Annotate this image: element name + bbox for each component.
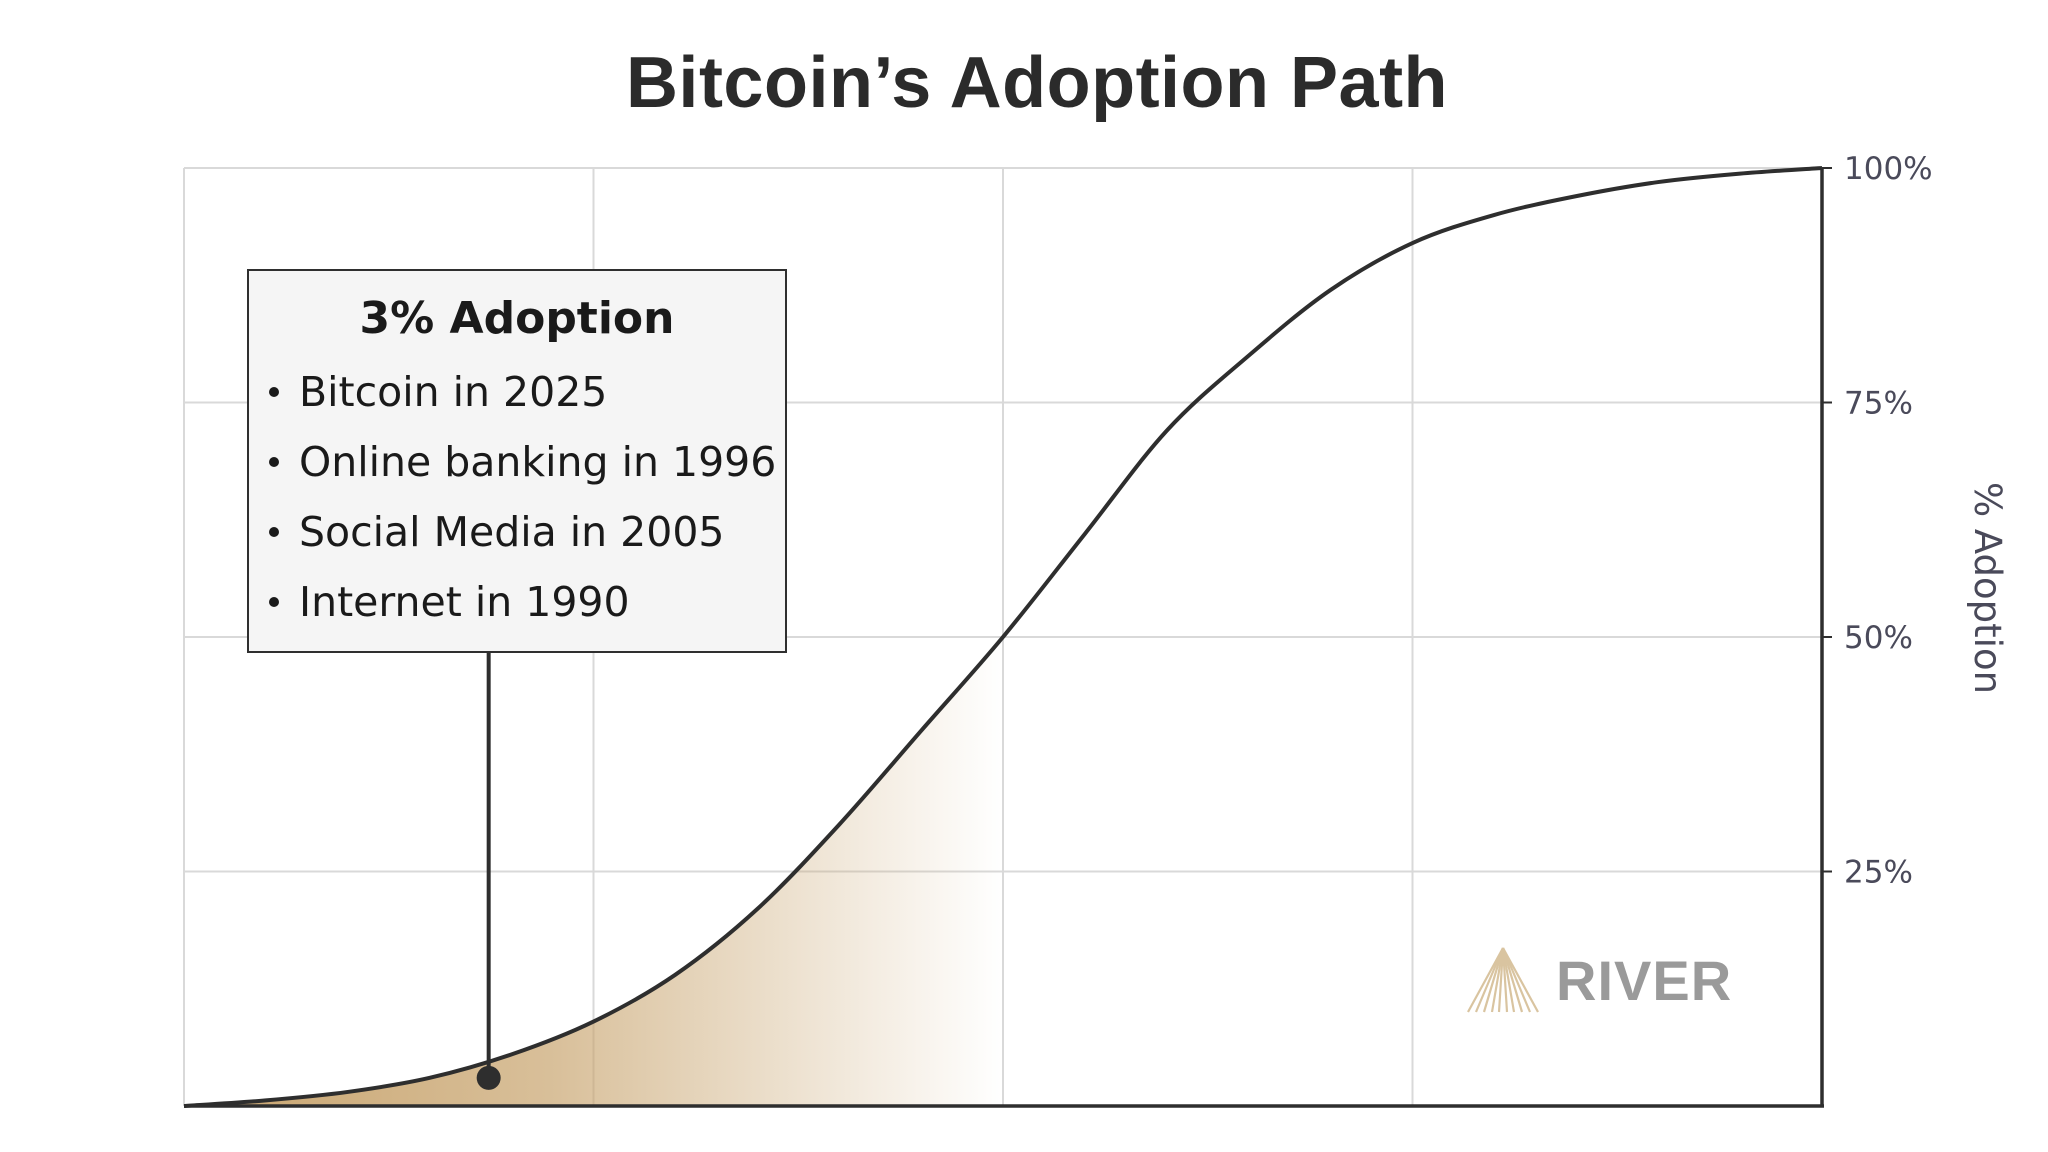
callout-item: Bitcoin in 2025: [269, 357, 785, 427]
y-tick-labels: 25% 50% 75% 100%: [1844, 151, 1933, 891]
callout-item-text: Social Media in 2005: [299, 508, 725, 556]
callout-title: 3% Adoption: [359, 293, 675, 344]
river-logo: RIVER: [1466, 945, 1732, 1015]
callout-item: Internet in 1990: [269, 567, 785, 637]
adoption-curve: [183, 166, 1823, 1108]
y-tick-label: 75%: [1844, 386, 1913, 422]
bullet-icon: [269, 597, 279, 607]
annotation-callout: 3% Adoption Bitcoin in 2025 Online banki…: [247, 269, 787, 653]
axes: [184, 167, 1832, 1108]
y-tick-label: 50%: [1844, 620, 1913, 656]
callout-item: Social Media in 2005: [269, 497, 785, 567]
river-mountain-icon: [1467, 947, 1539, 1013]
shaded-adoption-area: [184, 637, 1003, 1106]
callout-item-text: Online banking in 1996: [299, 438, 777, 486]
chart-title: Bitcoin’s Adoption Path: [625, 43, 1449, 123]
callout-list: Bitcoin in 2025 Online banking in 1996 S…: [249, 357, 785, 637]
y-tick-label: 25%: [1844, 855, 1913, 891]
y-tick-label: 100%: [1844, 151, 1933, 187]
callout-item-text: Internet in 1990: [299, 578, 630, 626]
callout-item-text: Bitcoin in 2025: [299, 368, 608, 416]
adoption-marker-dot: [476, 1065, 501, 1090]
y-axis-title: % Adoption: [1966, 482, 2009, 694]
bullet-icon: [269, 527, 279, 537]
bullet-icon: [269, 387, 279, 397]
callout-item: Online banking in 1996: [269, 427, 785, 497]
river-logo-text: RIVER: [1556, 948, 1733, 1012]
bullet-icon: [269, 457, 279, 467]
